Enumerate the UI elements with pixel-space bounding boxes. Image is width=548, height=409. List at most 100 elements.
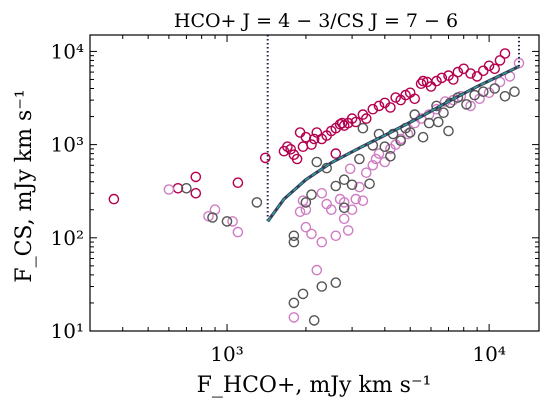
data-point xyxy=(417,75,429,87)
series-0 xyxy=(108,48,511,205)
data-point xyxy=(438,107,449,118)
data-point xyxy=(489,63,501,75)
data-point xyxy=(338,202,350,214)
data-point xyxy=(379,156,391,168)
data-point xyxy=(209,204,221,215)
data-point xyxy=(357,122,369,134)
x-tick-label: 10³ xyxy=(210,342,243,366)
data-point xyxy=(330,277,342,289)
data-point xyxy=(385,150,396,162)
data-point xyxy=(325,204,337,215)
data-point xyxy=(346,113,358,124)
data-point xyxy=(402,128,414,140)
data-point xyxy=(379,141,391,152)
data-point xyxy=(357,195,369,206)
data-point xyxy=(163,184,175,195)
data-point xyxy=(471,71,483,82)
data-point xyxy=(288,230,300,242)
data-point xyxy=(499,48,511,59)
data-point xyxy=(108,193,120,205)
data-point xyxy=(291,153,303,165)
data-point xyxy=(338,174,350,185)
data-point xyxy=(360,167,372,178)
data-point xyxy=(288,297,300,309)
data-point xyxy=(294,127,306,138)
data-point xyxy=(367,103,379,115)
y-axis-label: F_CS, mJy km s⁻¹ xyxy=(12,89,37,282)
data-point xyxy=(227,216,238,227)
data-point xyxy=(330,148,342,159)
data-point xyxy=(300,204,312,215)
data-point xyxy=(306,228,317,240)
data-point xyxy=(477,86,489,97)
data-point xyxy=(477,65,489,77)
data-point xyxy=(316,236,328,248)
axis-ticks: 10³ 10⁴ 10¹ 10² 10³ 10⁴ xyxy=(51,35,539,366)
data-point xyxy=(483,60,495,72)
data-point xyxy=(288,312,300,323)
y-tick-label: 10³ xyxy=(51,133,84,157)
data-point xyxy=(306,189,317,200)
data-point xyxy=(395,135,407,146)
y-tick-label: 10² xyxy=(51,226,84,250)
data-point xyxy=(232,226,244,238)
data-point xyxy=(373,100,385,112)
data-point xyxy=(390,92,402,103)
data-point xyxy=(461,99,472,110)
data-point xyxy=(436,72,448,84)
data-point xyxy=(494,55,506,66)
data-point xyxy=(404,127,416,138)
data-point xyxy=(354,153,365,165)
chart-title: HCO+ J = 4 − 3/CS J = 7 − 6 xyxy=(174,10,458,32)
data-point xyxy=(221,216,233,227)
data-point xyxy=(443,125,454,137)
model-curve xyxy=(267,65,520,222)
data-point xyxy=(354,181,365,193)
y-tick-label: 10⁴ xyxy=(51,39,84,63)
data-point xyxy=(509,86,520,97)
data-point xyxy=(308,133,320,145)
data-point xyxy=(300,197,312,208)
data-point xyxy=(330,180,342,192)
data-point xyxy=(300,221,312,233)
data-point xyxy=(494,76,506,88)
data-point xyxy=(489,83,501,94)
data-point xyxy=(350,116,362,128)
data-point xyxy=(316,281,328,292)
series-2 xyxy=(181,83,520,326)
model-lines xyxy=(266,35,520,223)
data-point xyxy=(288,236,300,248)
data-point xyxy=(259,152,271,164)
data-point xyxy=(330,230,342,242)
data-point xyxy=(431,75,442,87)
data-point xyxy=(409,93,421,105)
data-point xyxy=(190,187,202,199)
data-point xyxy=(294,206,306,218)
data-point xyxy=(425,81,437,92)
data-point xyxy=(364,178,375,190)
data-point xyxy=(415,78,427,89)
data-point xyxy=(499,91,511,102)
data-point xyxy=(342,225,354,236)
data-point xyxy=(311,264,323,276)
data-point xyxy=(285,143,297,155)
data-point xyxy=(316,187,328,199)
data-point xyxy=(336,117,348,129)
x-tick-label: 10⁴ xyxy=(472,342,505,366)
data-point xyxy=(190,171,202,183)
data-point xyxy=(297,141,309,152)
data-point xyxy=(207,212,218,223)
data-point xyxy=(297,288,309,300)
y-tick-label: 10¹ xyxy=(51,319,84,343)
data-point xyxy=(306,139,317,150)
series-layer xyxy=(108,48,525,326)
data-point xyxy=(346,179,358,191)
data-point xyxy=(417,131,429,143)
plot-frame xyxy=(89,34,540,332)
data-point xyxy=(346,204,358,215)
data-point xyxy=(432,116,444,128)
data-point xyxy=(338,213,350,225)
data-point xyxy=(447,74,459,85)
data-point xyxy=(469,89,480,101)
